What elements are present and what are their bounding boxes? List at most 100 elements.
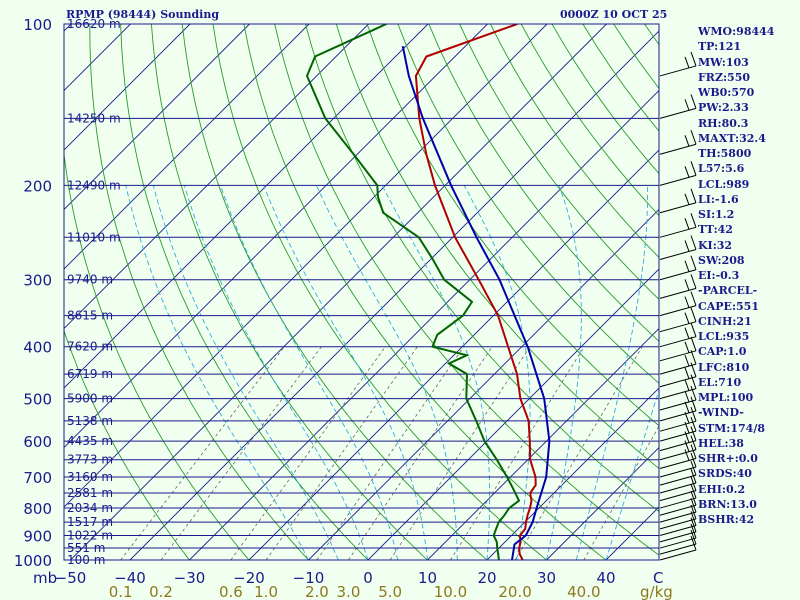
temperature-tick-label: −10 — [293, 569, 325, 587]
wind-barb-icon — [659, 161, 697, 186]
height-label: 5138 m — [67, 414, 113, 428]
wind-barb-icon — [659, 51, 697, 77]
index-item: EL:710 — [698, 375, 742, 389]
height-label: 12490 m — [67, 178, 121, 192]
isotherm-line — [546, 446, 659, 560]
wind-barb-icon — [659, 444, 697, 469]
temperature-unit-label: C — [653, 569, 663, 587]
index-item: MAXT:32.4 — [698, 131, 766, 145]
height-label: 6719 m — [67, 367, 113, 381]
height-label: 2034 m — [67, 501, 113, 515]
observation-time: 0000Z 10 OCT 25 — [560, 8, 668, 21]
mixing-ratio-line — [583, 425, 659, 560]
isotherm-line — [70, 24, 607, 560]
mixing-ratio-tick-label: 0.2 — [149, 583, 173, 600]
isotherm-line — [189, 89, 659, 560]
mixing-ratio-line — [120, 346, 285, 560]
index-item: LCL:989 — [698, 177, 750, 191]
wind-barb-icon — [659, 188, 697, 214]
index-item: EHI:0.2 — [698, 482, 746, 496]
height-label: 3773 m — [67, 453, 113, 467]
height-label: 4435 m — [67, 434, 113, 448]
wind-barb-icon — [659, 307, 697, 333]
pressure-tick-label: 200 — [23, 177, 52, 195]
plot-frame — [63, 23, 660, 561]
parcel-profile-line — [401, 46, 551, 560]
wind-barb-icon — [659, 426, 697, 452]
wind-barb-icon — [659, 235, 697, 260]
isotherm-line — [64, 24, 369, 330]
mixing-ratio-tick-label: 0.1 — [109, 583, 133, 600]
index-item: KI:32 — [698, 238, 733, 252]
temperature-tick-label: 30 — [537, 569, 556, 587]
index-item: L57:5.6 — [698, 162, 745, 176]
temperature-tick-label: −40 — [114, 569, 146, 587]
wind-barb-icon — [659, 416, 697, 442]
wind-barb-icon — [659, 517, 697, 543]
index-item: EI:-0.3 — [698, 269, 740, 282]
wind-barb-icon — [659, 535, 697, 561]
pressure-tick-label: 600 — [23, 433, 52, 451]
plot-grid — [0, 24, 659, 560]
wind-barb-icon — [659, 460, 697, 486]
pressure-tick-label: 500 — [23, 391, 52, 409]
wind-barb-icon — [659, 349, 697, 375]
height-label: 1022 m — [67, 528, 113, 542]
isotherm-line — [64, 24, 488, 449]
mixing-ratio-line — [230, 346, 386, 560]
index-item: LCL:935 — [698, 330, 750, 343]
index-item: CINH:21 — [698, 314, 752, 328]
isotherm-line — [0, 24, 12, 560]
moist-adiabat-line — [381, 185, 491, 560]
index-item: TT:42 — [698, 223, 733, 237]
isotherm-line — [308, 208, 659, 560]
wind-barb-icon — [659, 322, 697, 348]
index-item: SI:1.2 — [698, 208, 735, 221]
height-label: 8615 m — [67, 309, 113, 323]
isotherm-line — [64, 24, 310, 270]
mixing-ratio-line — [389, 346, 531, 560]
mixing-ratio-line — [348, 346, 493, 560]
wind-barb-icon — [659, 468, 697, 494]
temperature-tick-label: −30 — [174, 569, 206, 587]
height-label: 2581 m — [67, 486, 113, 500]
height-label: 3160 m — [67, 470, 113, 484]
wind-barb-icon — [659, 362, 697, 388]
index-item: CAPE:551 — [698, 299, 759, 313]
index-item: SRDS:40 — [698, 467, 752, 481]
wind-barb-icon — [659, 529, 697, 555]
wind-barb-icon — [659, 504, 697, 530]
pressure-tick-label: 400 — [23, 339, 52, 357]
isotherm-line — [367, 268, 659, 560]
temperature-tick-label: −50 — [55, 569, 87, 587]
indices-panel: WMO:98444 TP:121 MW:103 FRZ:550 WB0:570 PW:2.… — [698, 24, 800, 527]
station-title: RPMP (98444) Sounding — [66, 8, 220, 21]
index-item: BSHR:42 — [698, 513, 755, 526]
isotherm-line — [248, 149, 659, 560]
index-item: PW:2.33 — [698, 101, 749, 115]
mixing-ratio-tick-label: 20.0 — [498, 583, 531, 600]
index-item: FRZ:550 — [698, 70, 751, 84]
wind-barb-icon — [659, 213, 697, 238]
index-item: STM:174/8 — [698, 421, 765, 435]
index-item: BRN:13.0 — [698, 497, 757, 511]
index-item: TP:121 — [698, 40, 742, 54]
index-item: CAP:1.0 — [698, 345, 747, 359]
pressure-tick-label: 900 — [23, 527, 52, 545]
mixing-ratio-tick-label: 0.6 — [219, 583, 243, 600]
pressure-tick-label: 700 — [23, 469, 52, 487]
pressure-tick-label: 300 — [23, 272, 52, 290]
height-label: 16620 m — [67, 17, 121, 31]
wind-barb-icon — [659, 498, 697, 523]
mixing-ratio-tick-label: 2.0 — [305, 583, 329, 600]
mixing-ratio-line — [265, 346, 418, 560]
dewpoint-profile-line — [305, 24, 521, 560]
wind-barb-icon — [659, 385, 697, 411]
height-label: 14250 m — [67, 111, 121, 125]
index-item: MW:103 — [698, 55, 749, 69]
mixing-ratio-tick-label: 5.0 — [378, 583, 402, 600]
isotherm-line — [486, 387, 659, 560]
wind-barb-icon — [659, 491, 697, 516]
